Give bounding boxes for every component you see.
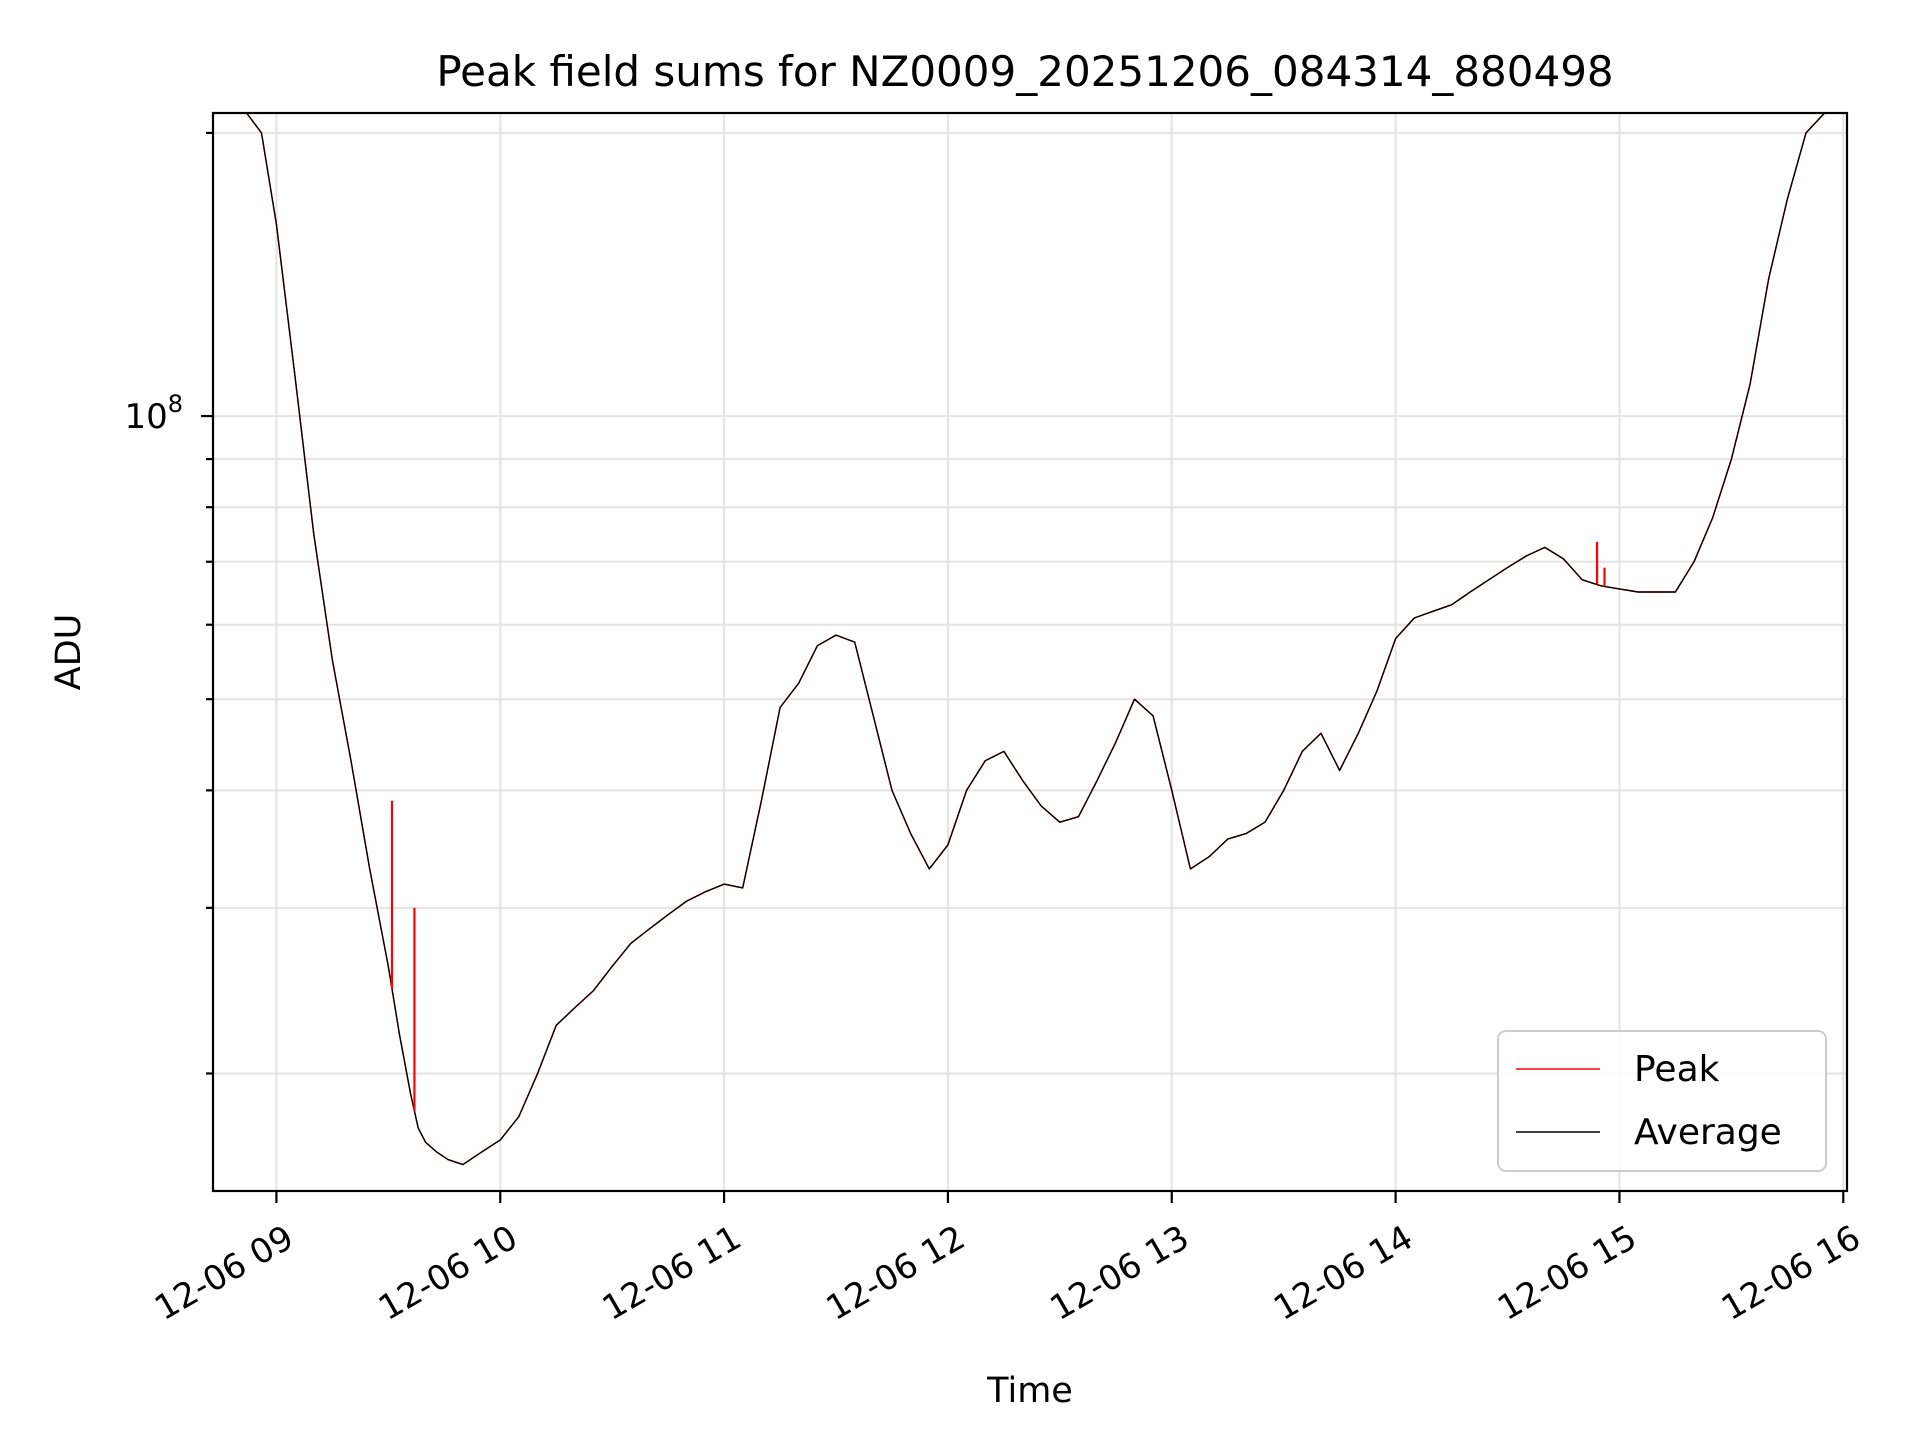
chart-title: Peak field sums for NZ0009_20251206_0843… xyxy=(436,47,1613,96)
legend: Peak Average xyxy=(1497,1030,1827,1172)
x-axis-label: Time xyxy=(986,1371,1073,1411)
y-axis-label: ADU xyxy=(49,614,89,691)
legend-box xyxy=(1497,1030,1827,1172)
series-group xyxy=(213,113,1847,1166)
grid xyxy=(213,113,1847,1191)
plot-area xyxy=(213,113,1847,1166)
legend-label-average: Average xyxy=(1634,1112,1782,1153)
axes-frame xyxy=(211,111,1849,1193)
series-line-average xyxy=(213,113,1847,1166)
legend-label-peak: Peak xyxy=(1634,1049,1720,1090)
